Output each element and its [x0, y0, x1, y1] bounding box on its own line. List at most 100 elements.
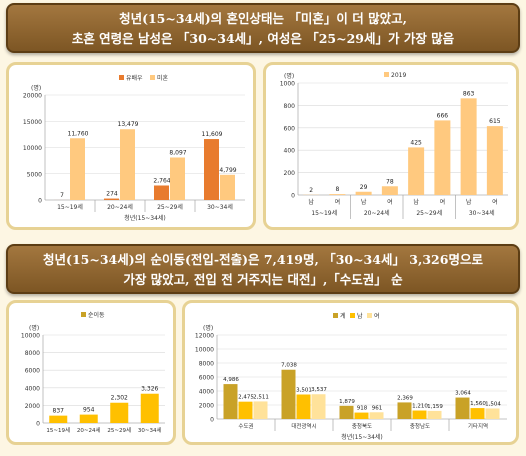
data-label: 7,038 — [281, 363, 297, 369]
legend-swatch — [350, 313, 355, 318]
data-label: 615 — [489, 118, 501, 125]
bar — [397, 402, 412, 419]
bar — [427, 410, 442, 419]
first-marriage-age-chart: 0 200 400 600 800 1000(명) 2019 2 남 8 여 29 남 78 여 425 남 66… — [280, 72, 508, 219]
data-label: 274 — [106, 191, 118, 198]
data-label: 837 — [53, 408, 65, 415]
bar — [110, 402, 129, 423]
bar — [223, 384, 238, 419]
bar — [486, 126, 503, 195]
y-tick-label: 10000 — [195, 347, 214, 354]
y-tick-label: 0 — [38, 198, 42, 205]
bar — [339, 405, 354, 419]
first-marriage-age-chart-panel: 0 200 400 600 800 1000 (명) 2019 2 남 8 여 29 남 78 여 425 남 66… — [263, 62, 519, 230]
legend-label: 미혼 — [157, 74, 169, 82]
y-tick-label: 600 — [284, 125, 296, 132]
y-tick-label: 0 — [36, 421, 40, 428]
x-tick-label: 15~19세 — [46, 426, 70, 434]
data-label: 4,799 — [219, 167, 236, 174]
y-tick-label: 4000 — [25, 385, 40, 392]
data-label: 13,479 — [118, 121, 139, 128]
y-tick-label: 10000 — [21, 333, 40, 340]
data-label: 29 — [360, 184, 368, 191]
x-sub-label: 여 — [440, 198, 446, 206]
bar — [70, 138, 85, 200]
legend-label: 남 — [357, 312, 363, 320]
previous-residence-chart: 0 2000 4000 6000 8000 10000 12000(명) 계 남 여 4,986 2,… — [195, 312, 507, 441]
data-label: 863 — [463, 90, 475, 97]
y-tick-label: 20000 — [23, 93, 42, 100]
x-tick-label: 25~29세 — [107, 426, 131, 434]
bar — [412, 410, 427, 419]
y-tick-label: 8000 — [25, 350, 40, 357]
y-tick-label: 6000 — [199, 375, 214, 382]
data-label: 4,986 — [223, 377, 239, 383]
y-tick-label: 6000 — [25, 368, 40, 375]
data-label: 2,764 — [153, 177, 170, 184]
x-tick-label: 15~19세 — [57, 203, 83, 211]
headline-line: 초혼 연령은 남성은 「30~34세」, 여성은 「25~29세」가 가장 많음 — [71, 31, 455, 46]
data-label: 3,537 — [311, 387, 327, 393]
x-tick-label: 20~24세 — [107, 203, 133, 211]
x-axis-title: 청년(15~34세) — [341, 433, 383, 441]
y-tick-label: 2000 — [199, 403, 214, 410]
x-tick-label: 기타지역 — [468, 422, 488, 430]
data-label: 2,302 — [111, 395, 128, 402]
bar — [79, 414, 98, 423]
bar — [460, 98, 477, 195]
y-tick-label: 0 — [291, 193, 295, 200]
legend-label: 2019 — [391, 72, 406, 79]
legend-swatch — [150, 75, 155, 80]
data-label: 961 — [372, 405, 383, 411]
data-label: 2,369 — [397, 395, 413, 401]
data-label: 8 — [335, 186, 339, 193]
headline-line: 청년(15~34세)의 혼인상태는 「미혼」이 더 많았고, — [119, 11, 407, 26]
bar — [355, 191, 372, 195]
legend-swatch — [384, 72, 389, 77]
y-tick-label: 15000 — [23, 119, 42, 126]
bar — [434, 120, 451, 195]
bar — [485, 408, 500, 419]
bar — [369, 412, 384, 419]
bar — [311, 394, 326, 419]
data-label: 2 — [309, 187, 313, 194]
data-label: 425 — [410, 139, 422, 146]
legend-label: 계 — [340, 312, 346, 320]
headline-line: 가장 많았고, 전입 전 거주지는 대전」,「수도권」 순 — [123, 272, 403, 287]
bar — [220, 174, 235, 200]
y-tick-label: 8000 — [199, 361, 214, 368]
data-label: 11,609 — [202, 131, 223, 138]
x-tick-label: 30~34세 — [207, 203, 233, 211]
x-sub-label: 여 — [387, 198, 393, 206]
x-axis-title: 청년(15~34세) — [124, 214, 166, 222]
x-group-label: 20~24세 — [364, 209, 390, 217]
legend-swatch — [119, 75, 124, 80]
data-label: 2,475 — [238, 395, 254, 401]
unit-label: (명) — [29, 324, 39, 332]
legend-label: 여 — [374, 312, 380, 320]
unit-label: (명) — [203, 324, 213, 332]
x-tick-label: 30~34세 — [138, 426, 162, 434]
bar — [104, 198, 119, 200]
y-tick-label: 2000 — [25, 403, 40, 410]
data-label: 3,064 — [455, 391, 471, 397]
unit-label: (명) — [31, 84, 41, 92]
legend-swatch — [367, 313, 372, 318]
headline-banner-marital: 청년(15~34세)의 혼인상태는 「미혼」이 더 많았고, 초혼 연령은 남성… — [6, 3, 520, 53]
marital-status-chart-panel: 0 5000 10000 15000 20000 (명) 유배우 미혼 7 11,760 15~19… — [6, 62, 256, 230]
net-migration-chart: 0 2000 4000 6000 8000 10000(명) 순이동 837 15~19세 954… — [21, 311, 165, 434]
y-tick-label: 800 — [284, 103, 296, 110]
bar — [140, 393, 159, 423]
data-label: 1,879 — [339, 399, 355, 405]
bar — [49, 415, 68, 423]
bar — [381, 186, 398, 195]
data-label: 78 — [386, 178, 394, 185]
bar — [455, 397, 470, 419]
data-label: 2,511 — [253, 394, 269, 400]
x-tick-label: 대전광역시 — [291, 422, 316, 430]
previous-residence-chart-panel: 0 2000 4000 6000 8000 10000 12000 (명) 계 남 여 4,986 2,… — [182, 300, 519, 445]
bar — [329, 194, 346, 195]
x-tick-label: 수도권 — [238, 422, 253, 430]
y-tick-label: 4000 — [199, 389, 214, 396]
x-tick-label: 충청남도 — [410, 422, 430, 430]
